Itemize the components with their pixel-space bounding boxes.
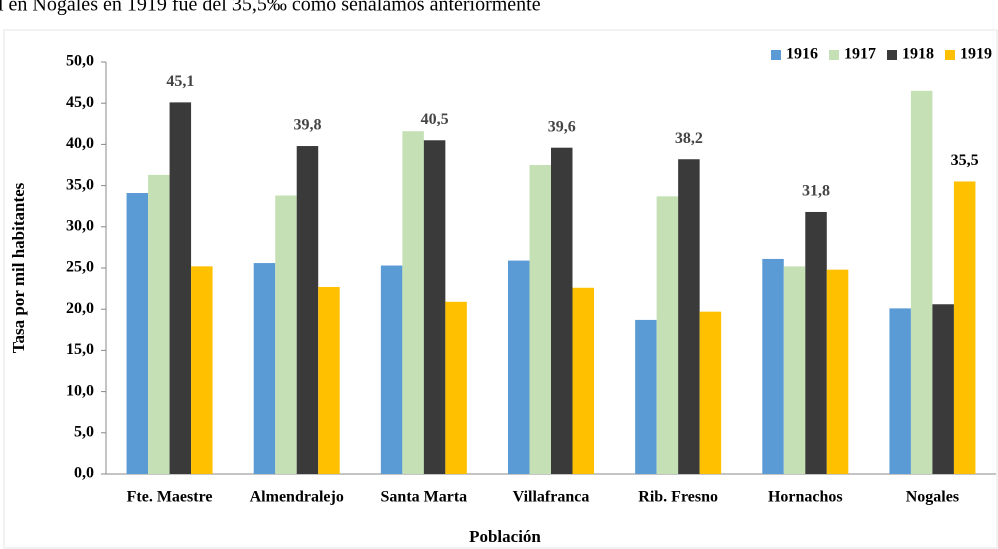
- legend-label: 1918: [902, 46, 934, 63]
- bar: [656, 196, 679, 474]
- legend-label: 1919: [960, 46, 992, 63]
- bar: [572, 287, 594, 474]
- bar: [296, 146, 319, 474]
- body-text: l en Nogales en 1919 fue del 35,5‰ como …: [0, 0, 541, 16]
- bar: [635, 319, 657, 474]
- bar: [805, 211, 827, 474]
- bar: [889, 308, 911, 474]
- bar: [380, 265, 403, 474]
- data-label: 38,2: [675, 130, 703, 147]
- bar: [529, 165, 551, 474]
- y-tick-label: 45,0: [66, 94, 94, 111]
- x-tick-label: Santa Marta: [381, 489, 468, 506]
- data-label: 40,5: [421, 111, 449, 128]
- bar: [551, 147, 573, 475]
- bar: [148, 174, 170, 474]
- x-tick-label: Rib. Fresno: [638, 489, 718, 506]
- bar: [508, 260, 530, 474]
- legend-swatch: [887, 50, 897, 60]
- y-axis-label: Tasa por mil habitantes: [9, 182, 28, 353]
- x-tick-label: Nogales: [906, 489, 959, 506]
- bar: [253, 263, 276, 474]
- y-tick-label: 30,0: [66, 217, 94, 234]
- y-tick-label: 15,0: [66, 341, 94, 358]
- y-tick-label: 25,0: [66, 259, 94, 276]
- bar: [402, 131, 424, 474]
- bar: [445, 301, 467, 474]
- x-tick-label: Hornachos: [768, 489, 843, 506]
- bar: [826, 269, 849, 474]
- data-label: 31,8: [802, 183, 830, 200]
- bar: [932, 304, 954, 474]
- bar: [169, 102, 192, 474]
- data-label: 39,8: [293, 117, 321, 134]
- y-tick-label: 0,0: [74, 465, 94, 482]
- bar: [762, 258, 784, 474]
- x-tick-label: Villafranca: [513, 489, 590, 506]
- chart-border: [3, 29, 998, 549]
- y-tick-label: 50,0: [66, 53, 94, 70]
- y-tick-label: 10,0: [66, 382, 94, 399]
- data-label: 39,6: [548, 118, 576, 135]
- bar: [423, 140, 446, 474]
- legend-label: 1916: [786, 46, 818, 63]
- legend-swatch: [945, 50, 955, 60]
- x-tick-label: Almendralejo: [250, 489, 344, 506]
- legend-label: 1917: [844, 46, 876, 63]
- bar: [699, 311, 722, 474]
- y-tick-label: 40,0: [66, 135, 94, 152]
- bar: [910, 90, 933, 474]
- bar: [783, 266, 806, 474]
- y-tick-label: 35,0: [66, 176, 94, 193]
- bar: [318, 286, 340, 474]
- legend-swatch: [829, 50, 839, 60]
- bar: [191, 266, 213, 474]
- y-tick-label: 5,0: [74, 423, 94, 440]
- y-tick-label: 20,0: [66, 300, 94, 317]
- bar: [275, 195, 297, 474]
- data-label: 35,5: [951, 152, 979, 169]
- data-label: 45,1: [166, 73, 194, 90]
- legend-swatch: [771, 50, 781, 60]
- bar: [126, 193, 149, 475]
- x-tick-label: Fte. Maestre: [127, 489, 213, 506]
- x-axis-label: Población: [469, 527, 541, 546]
- bar: [953, 181, 976, 475]
- bar: [678, 159, 700, 474]
